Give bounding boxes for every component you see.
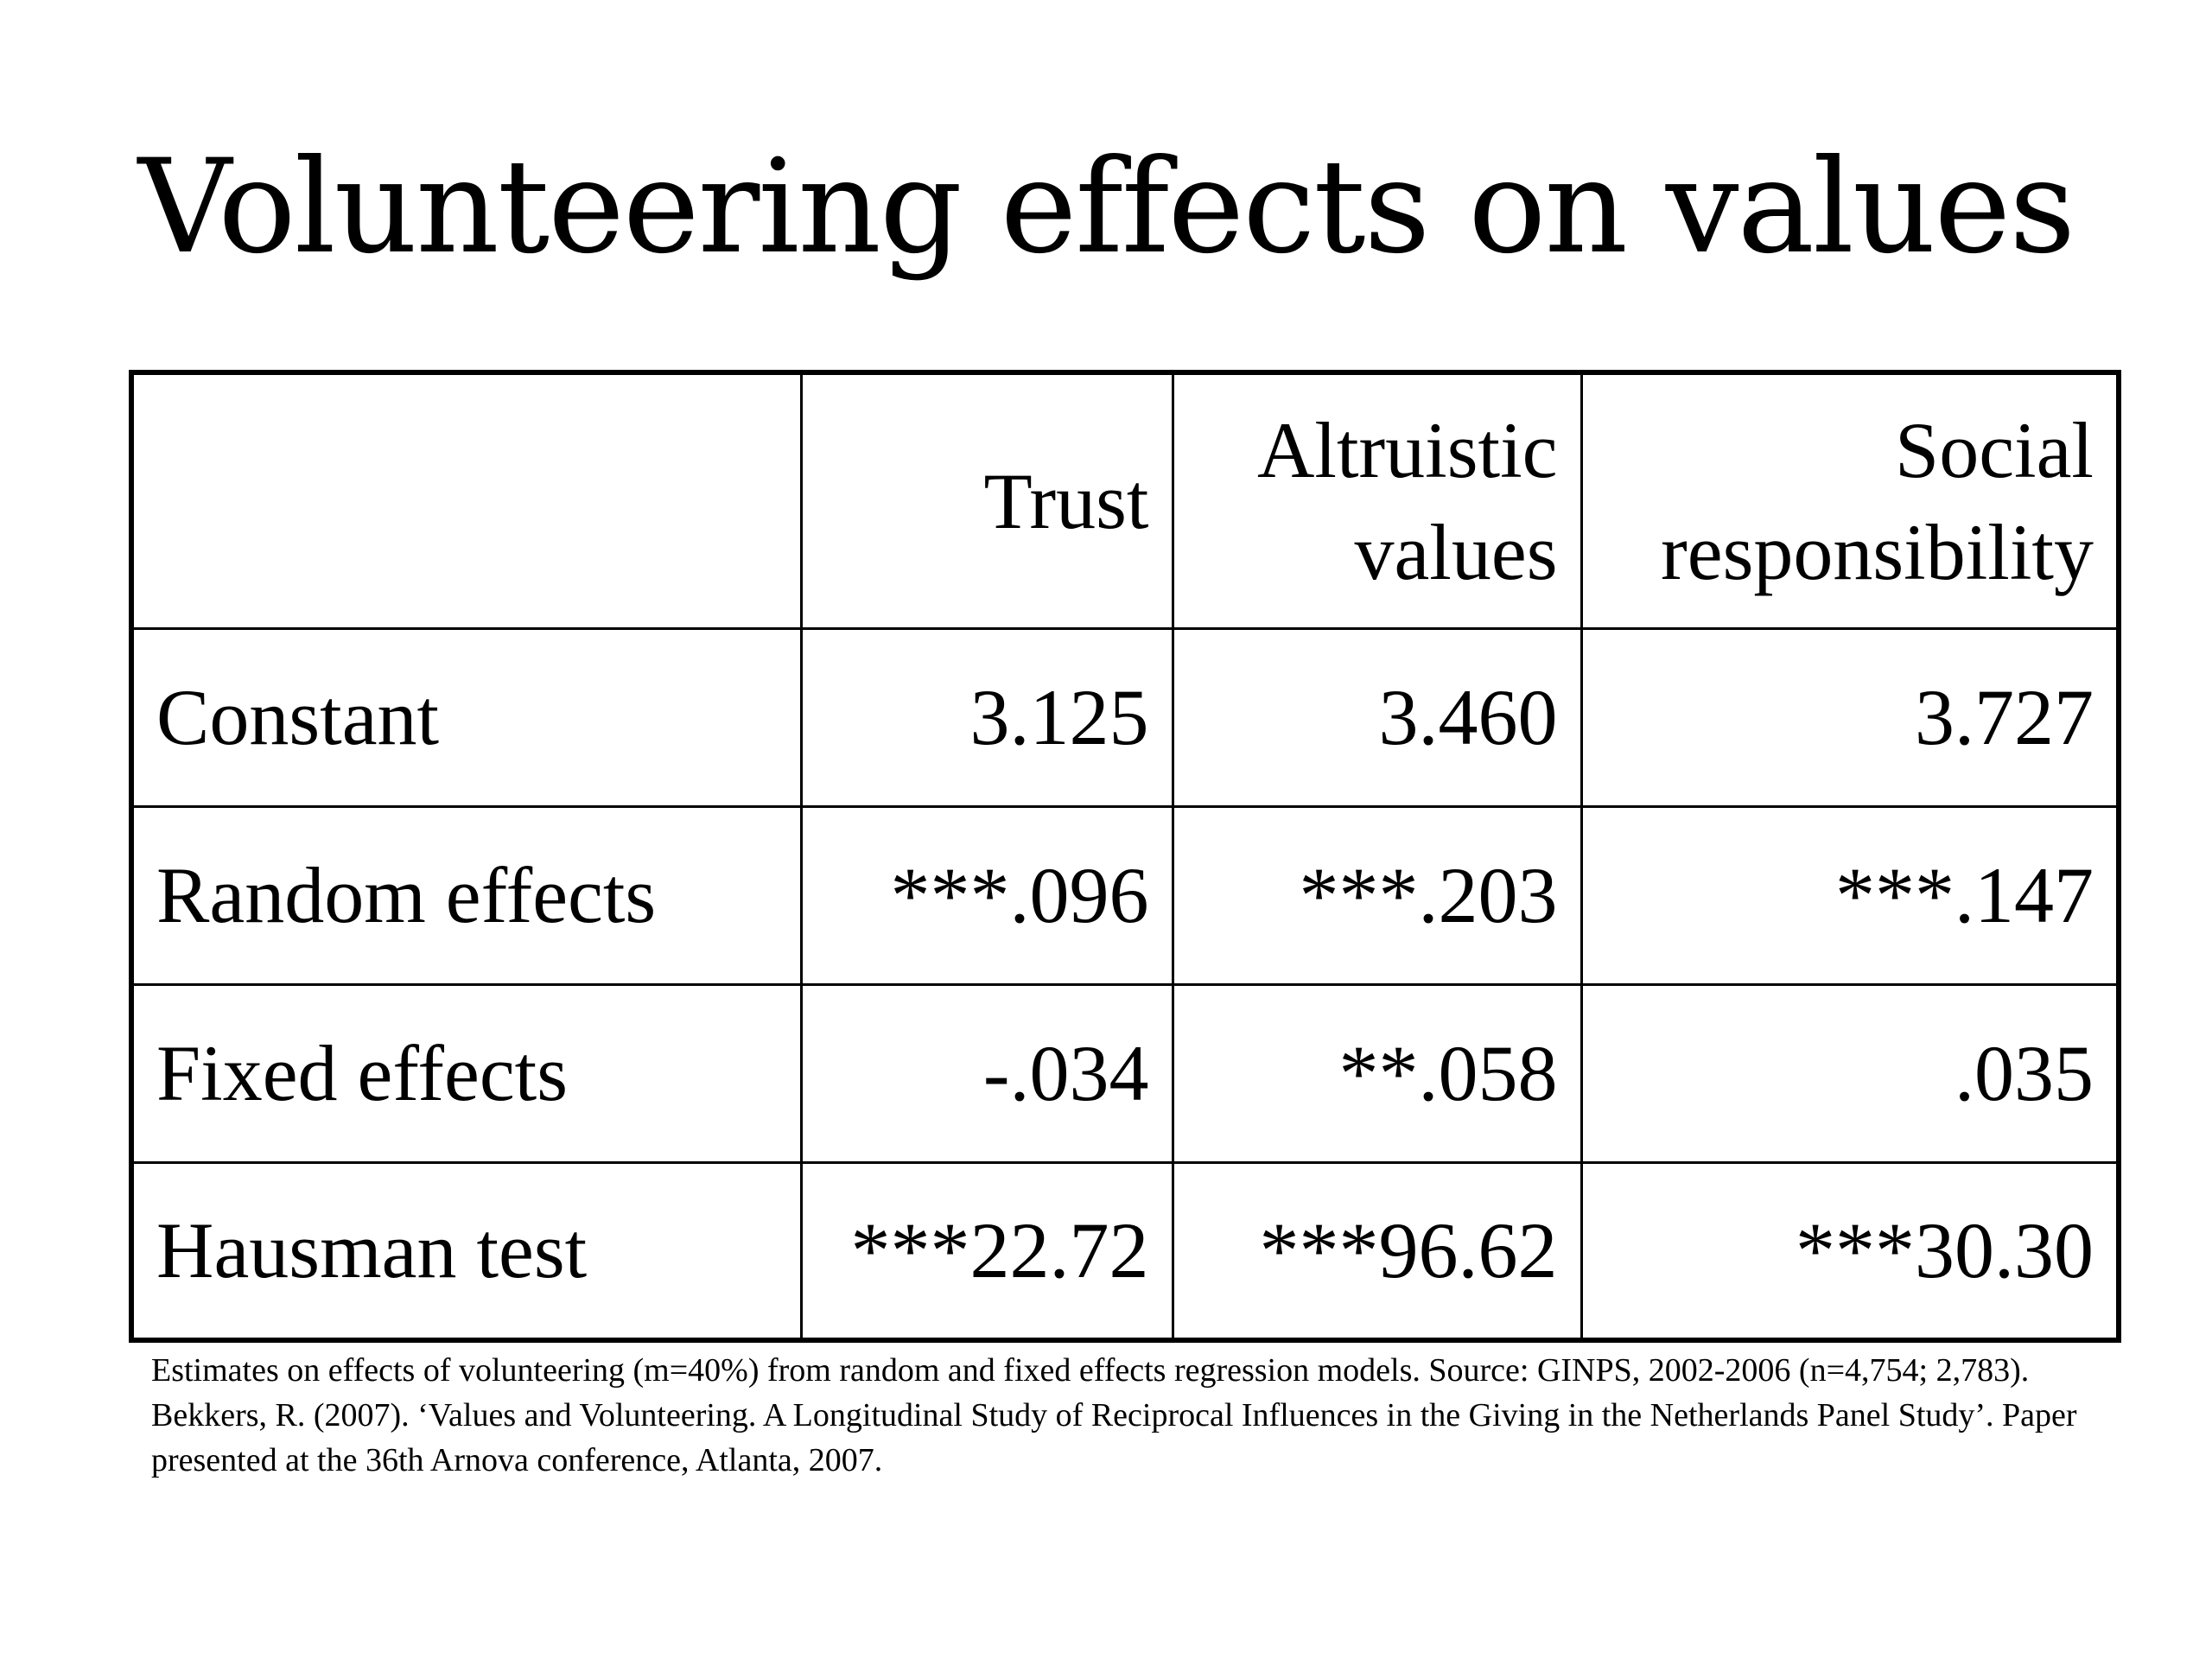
table-cell: ***22.72 <box>799 1160 1174 1342</box>
table-cell: ***.147 <box>1580 804 2120 986</box>
table-row: Fixed effects -.034 **.058 .035 <box>130 982 2120 1164</box>
table-row: Constant 3.125 3.460 3.727 <box>130 626 2120 808</box>
table-cell: ***30.30 <box>1580 1160 2120 1342</box>
source-footnote: Estimates on effects of volunteering (m=… <box>151 1352 2077 1478</box>
table-cell: 3.125 <box>799 626 1174 808</box>
row-label: Random effects <box>130 804 803 986</box>
row-label: Fixed effects <box>130 982 803 1164</box>
table-cell: 3.727 <box>1580 626 2120 808</box>
header-social-text: Social responsibility <box>1661 405 2094 596</box>
table-cell: ***.096 <box>799 804 1174 986</box>
table-header-row: Trust Altruistic values Social responsib… <box>130 371 2120 630</box>
header-cell-empty <box>130 371 803 630</box>
results-table-container: Trust Altruistic values Social responsib… <box>129 370 2121 1343</box>
table-cell: **.058 <box>1171 982 1583 1164</box>
results-table: Trust Altruistic values Social responsib… <box>129 370 2121 1343</box>
header-cell-altruistic-values: Altruistic values <box>1171 371 1583 630</box>
row-label: Constant <box>130 626 803 808</box>
header-cell-trust: Trust <box>799 371 1174 630</box>
header-altruistic-text: Altruistic values <box>1256 405 1558 596</box>
table-cell: -.034 <box>799 982 1174 1164</box>
table-row: Hausman test ***22.72 ***96.62 ***30.30 <box>130 1160 2120 1342</box>
table-cell: ***.203 <box>1171 804 1583 986</box>
table-row: Random effects ***.096 ***.203 ***.147 <box>130 804 2120 986</box>
header-cell-social-responsibility: Social responsibility <box>1580 371 2120 630</box>
table-cell: ***96.62 <box>1171 1160 1583 1342</box>
row-label: Hausman test <box>130 1160 803 1342</box>
slide-title: Volunteering effects on values <box>137 132 2075 283</box>
table-cell: .035 <box>1580 982 2120 1164</box>
table-cell: 3.460 <box>1171 626 1583 808</box>
